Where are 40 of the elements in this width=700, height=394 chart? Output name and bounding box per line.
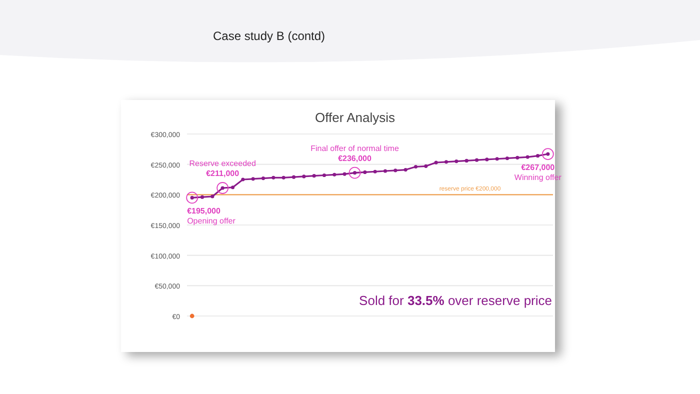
point <box>495 157 499 161</box>
annotation: Sold for 33.5% over reserve price <box>359 293 552 308</box>
point <box>241 178 245 182</box>
point <box>373 170 377 174</box>
point <box>536 154 540 158</box>
point <box>210 194 214 198</box>
point <box>200 195 204 199</box>
point <box>342 172 346 176</box>
point <box>302 174 306 178</box>
point <box>394 168 398 172</box>
point <box>464 158 468 162</box>
point <box>332 172 336 176</box>
point <box>424 164 428 168</box>
point <box>516 156 520 160</box>
annotation: €195,000 Opening offer <box>187 206 236 226</box>
point <box>505 156 510 160</box>
point <box>485 158 489 162</box>
point <box>251 177 255 181</box>
point <box>282 176 286 180</box>
point <box>190 314 194 318</box>
annotation: €267,000 Winning offer <box>514 163 562 182</box>
point <box>312 174 316 178</box>
point <box>363 170 367 174</box>
point <box>322 173 326 178</box>
annotation: Final offer of normal time €236,000 <box>310 144 400 163</box>
point <box>404 168 408 172</box>
chart-title: Offer Analysis <box>315 110 396 125</box>
point <box>454 160 458 164</box>
point <box>526 155 530 159</box>
point <box>434 160 438 164</box>
point <box>292 175 296 179</box>
point <box>474 158 479 162</box>
point <box>444 160 448 164</box>
point <box>230 186 235 190</box>
point <box>414 164 418 169</box>
point <box>261 176 266 180</box>
chart-subtitle: Case study B (contd) <box>213 29 326 43</box>
annotation: Reserve exceeded €211,000 <box>189 158 256 178</box>
point <box>383 169 388 173</box>
point <box>272 176 276 180</box>
